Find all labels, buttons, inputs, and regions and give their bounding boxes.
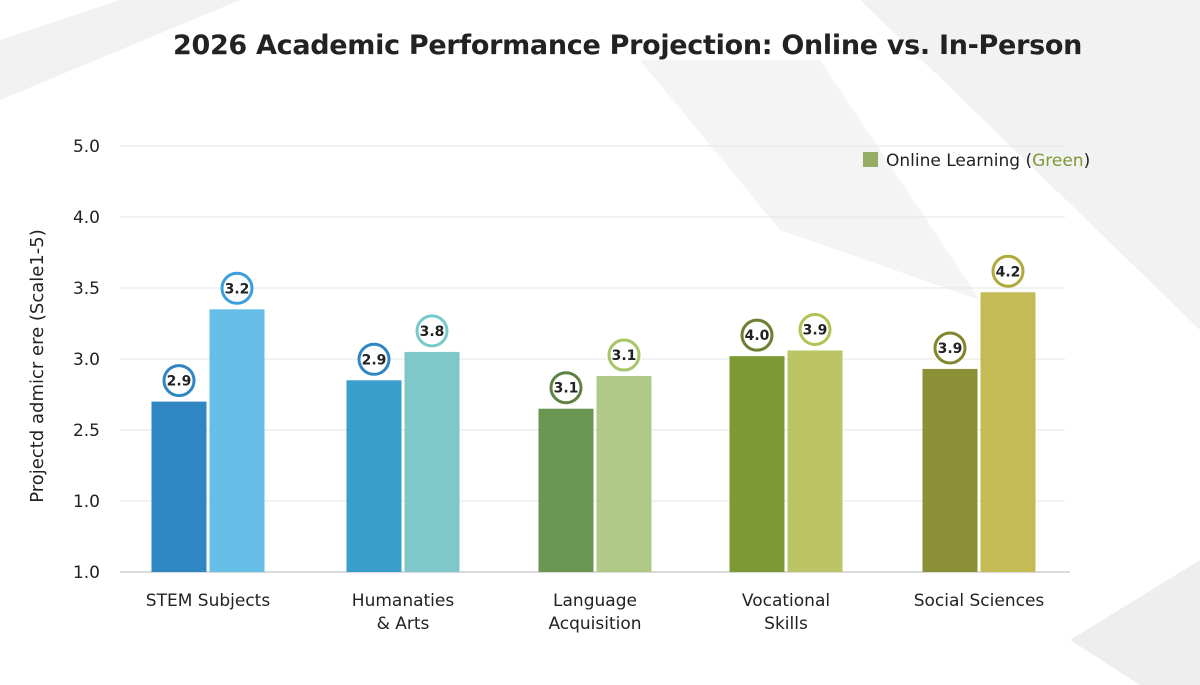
value-label-ring xyxy=(933,331,967,365)
bar xyxy=(209,309,265,572)
y-tick-label: 4.0 xyxy=(73,208,100,228)
y-tick-label: 5.0 xyxy=(73,137,100,157)
value-label-ring xyxy=(415,314,449,348)
value-label: 4.2 xyxy=(996,264,1021,280)
bar xyxy=(404,351,460,572)
value-label-ring xyxy=(162,364,196,398)
category-label: Language xyxy=(553,591,637,611)
legend-label: Online Learning (Green) xyxy=(886,151,1090,171)
bar xyxy=(596,376,652,572)
y-tick-label: 2.5 xyxy=(73,421,100,441)
bar xyxy=(922,368,978,572)
category-label: Social Sciences xyxy=(914,591,1045,611)
bar xyxy=(787,350,843,572)
value-label-ring xyxy=(357,342,391,376)
chart-title: 2026 Academic Performance Projection: On… xyxy=(172,30,1083,61)
bars xyxy=(151,292,1036,572)
value-label: 2.9 xyxy=(362,352,387,368)
value-label: 3.9 xyxy=(938,341,963,357)
y-tick-label: 3.0 xyxy=(73,350,100,370)
value-label: 3.1 xyxy=(554,381,579,397)
value-label-ring xyxy=(740,318,774,352)
category-labels: STEM Subjects Humanaties & Arts Language Acq… xyxy=(146,591,1045,634)
value-label: 3.9 xyxy=(803,322,828,338)
value-label-ring xyxy=(220,271,254,305)
category-label: & Arts xyxy=(377,614,430,634)
legend: Online Learning (Green) xyxy=(863,151,1090,171)
value-label: 3.2 xyxy=(225,281,250,297)
value-label-ring xyxy=(991,254,1025,288)
bar xyxy=(729,356,785,572)
category-label: Humanaties xyxy=(352,591,455,611)
value-label: 2.9 xyxy=(167,374,192,390)
y-tick-label: 3.5 xyxy=(73,279,100,299)
category-label: Acquisition xyxy=(548,614,641,634)
value-label-ring xyxy=(798,312,832,346)
value-label: 3.8 xyxy=(420,324,445,340)
legend-swatch xyxy=(863,152,878,167)
category-label: Skills xyxy=(764,614,808,634)
y-axis-ticks: 1.0 1.0 2.5 3.0 3.5 4.0 5.0 xyxy=(73,137,100,583)
y-axis-label: Projectd admicr ere (Scale1-5) xyxy=(27,229,48,503)
bar xyxy=(980,292,1036,572)
category-label: STEM Subjects xyxy=(146,591,271,611)
value-labels: 2.9 3.2 2.9 3.8 3.1 3.1 4.0 3.9 3.9 4.2 xyxy=(162,254,1025,405)
bar xyxy=(151,401,207,572)
value-label: 4.0 xyxy=(745,328,770,344)
y-tick-label: 1.0 xyxy=(73,492,100,512)
category-label: Vocational xyxy=(742,591,830,611)
bar xyxy=(538,408,594,572)
value-label-ring xyxy=(549,371,583,405)
value-label: 3.1 xyxy=(612,348,637,364)
bar xyxy=(346,380,402,572)
y-tick-label: 1.0 xyxy=(73,563,100,583)
value-label-ring xyxy=(607,338,641,372)
